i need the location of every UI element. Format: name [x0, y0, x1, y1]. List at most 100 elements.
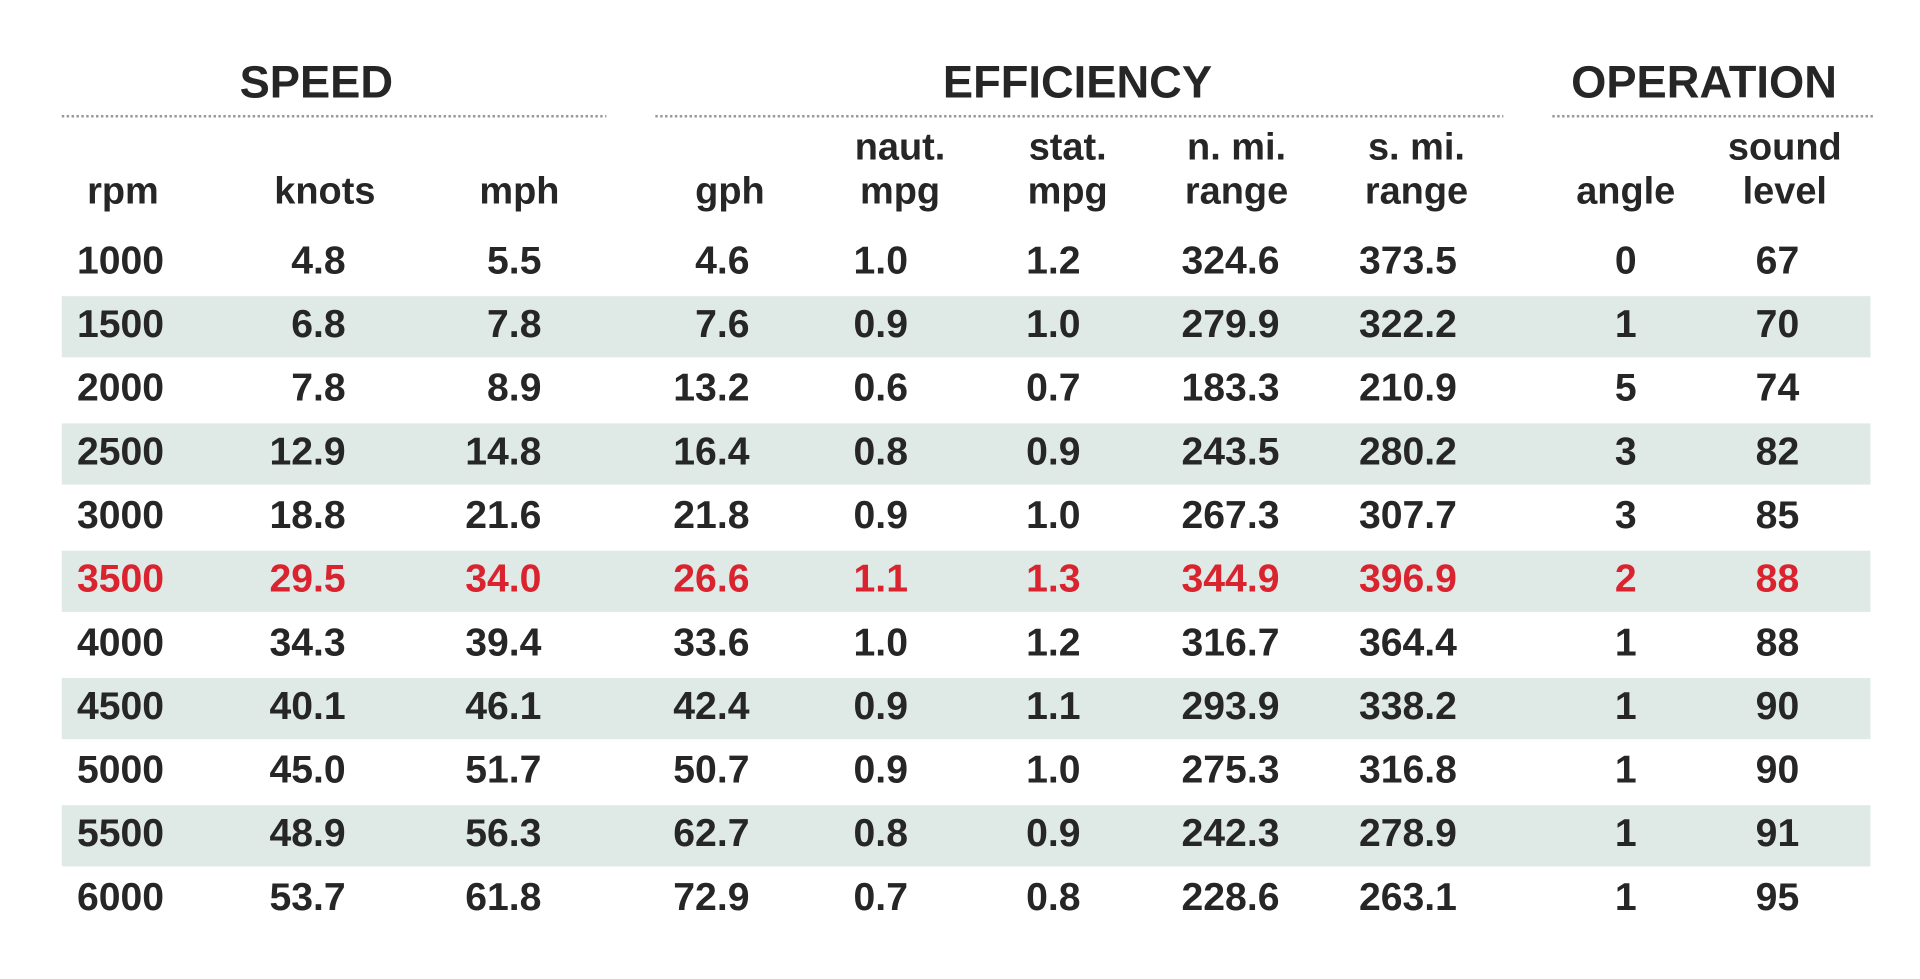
- cell: 316.8: [1359, 749, 1457, 792]
- cell: 1: [1615, 749, 1637, 792]
- cell: 0.8: [854, 812, 908, 855]
- column-header: range: [1365, 170, 1468, 212]
- group-header: OPERATION: [1571, 57, 1837, 108]
- cell: 307.7: [1359, 494, 1457, 537]
- cell: 0.9: [854, 749, 908, 792]
- cell: 0.9: [1026, 812, 1080, 855]
- cell: 8.9: [487, 367, 541, 410]
- column-header: mph: [479, 170, 559, 212]
- column-header: level: [1743, 170, 1827, 212]
- cell: 338.2: [1359, 685, 1457, 728]
- column-header: stat.: [1029, 126, 1107, 168]
- cell: 12.9: [269, 430, 345, 473]
- cell: 5: [1615, 367, 1637, 410]
- cell: 267.3: [1181, 494, 1279, 537]
- column-header: knots: [274, 170, 375, 212]
- cell: 88: [1756, 558, 1800, 601]
- cell: 242.3: [1181, 812, 1279, 855]
- column-header: n. mi.: [1187, 126, 1286, 168]
- column-header: gph: [695, 170, 765, 212]
- group-header: SPEED: [240, 57, 393, 108]
- column-header: mpg: [860, 170, 940, 212]
- cell: 263.1: [1359, 876, 1457, 919]
- cell: 61.8: [465, 876, 541, 919]
- cell: 210.9: [1359, 367, 1457, 410]
- cell: 1.0: [854, 621, 908, 664]
- cell: 279.9: [1181, 303, 1279, 346]
- cell: 34.3: [269, 621, 345, 664]
- cell: 16.4: [673, 430, 749, 473]
- cell: 91: [1756, 812, 1800, 855]
- cell: 0.7: [1026, 367, 1080, 410]
- cell: 3000: [77, 494, 164, 537]
- cell: 2: [1615, 558, 1637, 601]
- cell: 0.8: [1026, 876, 1080, 919]
- cell: 0: [1615, 239, 1637, 282]
- cell: 85: [1756, 494, 1800, 537]
- column-header: s. mi.: [1368, 126, 1465, 168]
- row-stripe: [61, 550, 1871, 612]
- cell: 280.2: [1359, 430, 1457, 473]
- cell: 33.6: [673, 621, 749, 664]
- cell: 3: [1615, 494, 1637, 537]
- cell: 4.8: [291, 239, 345, 282]
- cell: 1: [1615, 303, 1637, 346]
- cell: 0.9: [1026, 430, 1080, 473]
- cell: 1: [1615, 876, 1637, 919]
- cell: 3500: [77, 558, 164, 601]
- column-header: sound: [1728, 126, 1842, 168]
- cell: 0.9: [854, 303, 908, 346]
- cell: 72.9: [673, 876, 749, 919]
- row-stripe: [61, 296, 1871, 358]
- cell: 1.2: [1026, 621, 1080, 664]
- cell: 14.8: [465, 430, 541, 473]
- cell: 4500: [77, 685, 164, 728]
- cell: 2500: [77, 430, 164, 473]
- cell: 34.0: [465, 558, 541, 601]
- cell: 40.1: [269, 685, 345, 728]
- cell: 278.9: [1359, 812, 1457, 855]
- cell: 0.8: [854, 430, 908, 473]
- cell: 70: [1756, 303, 1800, 346]
- cell: 2000: [77, 367, 164, 410]
- cell: 322.2: [1359, 303, 1457, 346]
- cell: 0.9: [854, 494, 908, 537]
- cell: 53.7: [269, 876, 345, 919]
- cell: 13.2: [673, 367, 749, 410]
- cell: 74: [1756, 367, 1800, 410]
- cell: 344.9: [1181, 558, 1279, 601]
- cell: 1.0: [1026, 303, 1080, 346]
- cell: 56.3: [465, 812, 541, 855]
- cell: 48.9: [269, 812, 345, 855]
- cell: 67: [1756, 239, 1800, 282]
- cell: 396.9: [1359, 558, 1457, 601]
- cell: 324.6: [1181, 239, 1279, 282]
- column-header: range: [1185, 170, 1288, 212]
- cell: 45.0: [269, 749, 345, 792]
- cell: 90: [1756, 749, 1800, 792]
- cell: 7.8: [487, 303, 541, 346]
- cell: 7.6: [695, 303, 749, 346]
- cell: 316.7: [1181, 621, 1279, 664]
- cell: 50.7: [673, 749, 749, 792]
- cell: 6.8: [291, 303, 345, 346]
- row-stripe: [61, 677, 1871, 740]
- row-stripe: [61, 805, 1871, 867]
- cell: 39.4: [465, 621, 541, 664]
- cell: 46.1: [465, 685, 541, 728]
- cell: 1500: [77, 303, 164, 346]
- column-header: rpm: [87, 170, 159, 212]
- cell: 0.6: [854, 367, 908, 410]
- cell: 1.0: [1026, 494, 1080, 537]
- cell: 364.4: [1359, 621, 1457, 664]
- column-header: naut.: [855, 126, 946, 168]
- cell: 1.1: [854, 558, 908, 601]
- cell: 228.6: [1181, 876, 1279, 919]
- cell: 7.8: [291, 367, 345, 410]
- cell: 5.5: [487, 239, 541, 282]
- cell: 18.8: [269, 494, 345, 537]
- cell: 275.3: [1181, 749, 1279, 792]
- cell: 26.6: [673, 558, 749, 601]
